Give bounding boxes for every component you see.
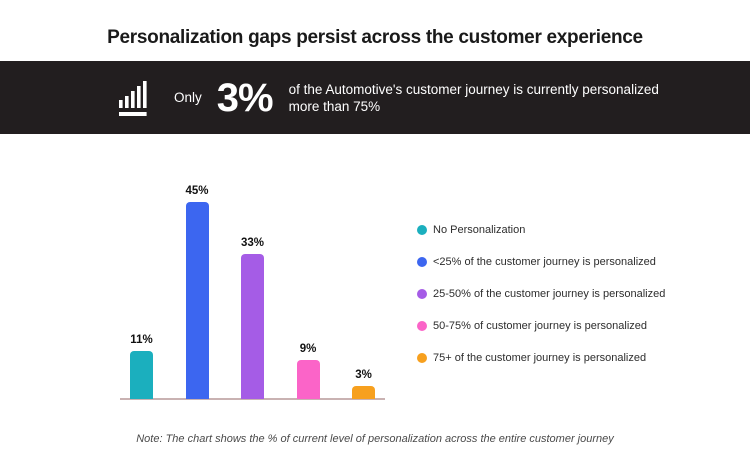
legend-color-dot (417, 289, 427, 299)
bar-chart-plot-area: 11% 45% 33% 9% 3% (120, 170, 385, 400)
legend-color-dot (417, 321, 427, 331)
legend-label: <25% of the customer journey is personal… (433, 256, 656, 268)
stat-description: of the Automotive's customer journey is … (289, 81, 659, 115)
legend-label: No Personalization (433, 224, 526, 236)
legend-item: 50-75% of customer journey is personaliz… (417, 310, 737, 342)
stat-value: 3% (216, 75, 274, 120)
bar-0: 11% (130, 334, 153, 399)
bar-value-label: 45% (185, 184, 209, 197)
bar-value-label: 33% (240, 237, 265, 250)
legend-item: 25-50% of the customer journey is person… (417, 278, 737, 310)
legend-color-dot (417, 225, 427, 235)
x-axis-line (120, 398, 385, 400)
bar-1: 45% (185, 185, 209, 399)
bar-3: 9% (296, 343, 320, 399)
bar-value-label: 9% (299, 342, 317, 355)
legend-item: <25% of the customer journey is personal… (417, 246, 737, 278)
bar-value-label: 3% (355, 368, 372, 381)
legend-color-dot (417, 257, 427, 267)
legend-label: 25-50% of the customer journey is person… (433, 288, 666, 300)
page-title: Personalization gaps persist across the … (107, 27, 643, 48)
legend-label: 75+ of the customer journey is personali… (433, 352, 647, 364)
stat-banner-content: Only 3% of the Automotive's customer jou… (0, 61, 750, 134)
bar-4: 3% (352, 369, 375, 399)
stat-description-line2: more than 75% (288, 98, 381, 114)
stat-qualifier: Only (174, 90, 202, 105)
legend-item: 75+ of the customer journey is personali… (417, 342, 737, 374)
legend-color-dot (417, 353, 427, 363)
bar-2: 33% (241, 237, 264, 399)
legend-label: 50-75% of customer journey is personaliz… (433, 320, 648, 332)
stat-banner: Only 3% of the Automotive's customer jou… (0, 61, 750, 134)
legend-item: No Personalization (417, 214, 737, 246)
stat-description-line1: of the Automotive's customer journey is … (288, 81, 659, 97)
chart-legend: No Personalization <25% of the customer j… (417, 214, 737, 374)
bar-value-label: 11% (130, 333, 153, 346)
footnote: Note: The chart shows the % of current l… (136, 433, 614, 445)
bar-chart-icon (119, 80, 147, 116)
